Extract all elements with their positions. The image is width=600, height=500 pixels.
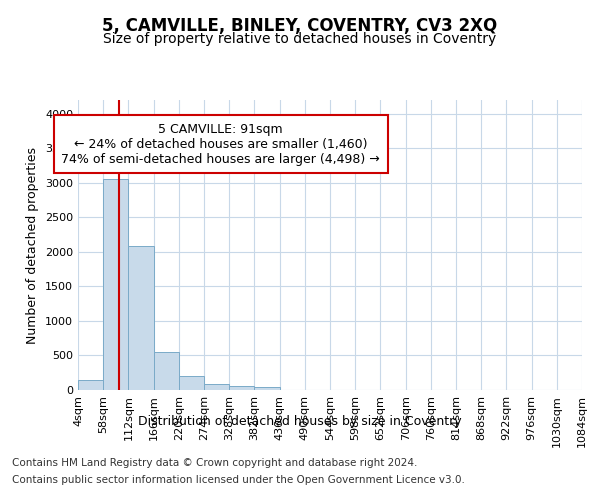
Bar [229, 386, 254, 390]
Bar [204, 384, 229, 390]
Y-axis label: Number of detached properties: Number of detached properties [26, 146, 40, 344]
Bar [179, 376, 204, 390]
Bar [103, 180, 128, 390]
Bar [254, 386, 280, 390]
Text: Size of property relative to detached houses in Coventry: Size of property relative to detached ho… [103, 32, 497, 46]
Text: Contains HM Land Registry data © Crown copyright and database right 2024.: Contains HM Land Registry data © Crown c… [12, 458, 418, 468]
Bar [154, 352, 179, 390]
Text: Distribution of detached houses by size in Coventry: Distribution of detached houses by size … [138, 415, 462, 428]
Text: Contains public sector information licensed under the Open Government Licence v3: Contains public sector information licen… [12, 475, 465, 485]
Text: 5, CAMVILLE, BINLEY, COVENTRY, CV3 2XQ: 5, CAMVILLE, BINLEY, COVENTRY, CV3 2XQ [103, 18, 497, 36]
Text: 5 CAMVILLE: 91sqm
← 24% of detached houses are smaller (1,460)
74% of semi-detac: 5 CAMVILLE: 91sqm ← 24% of detached hous… [61, 123, 380, 166]
Bar [78, 380, 103, 390]
Bar [128, 246, 154, 390]
